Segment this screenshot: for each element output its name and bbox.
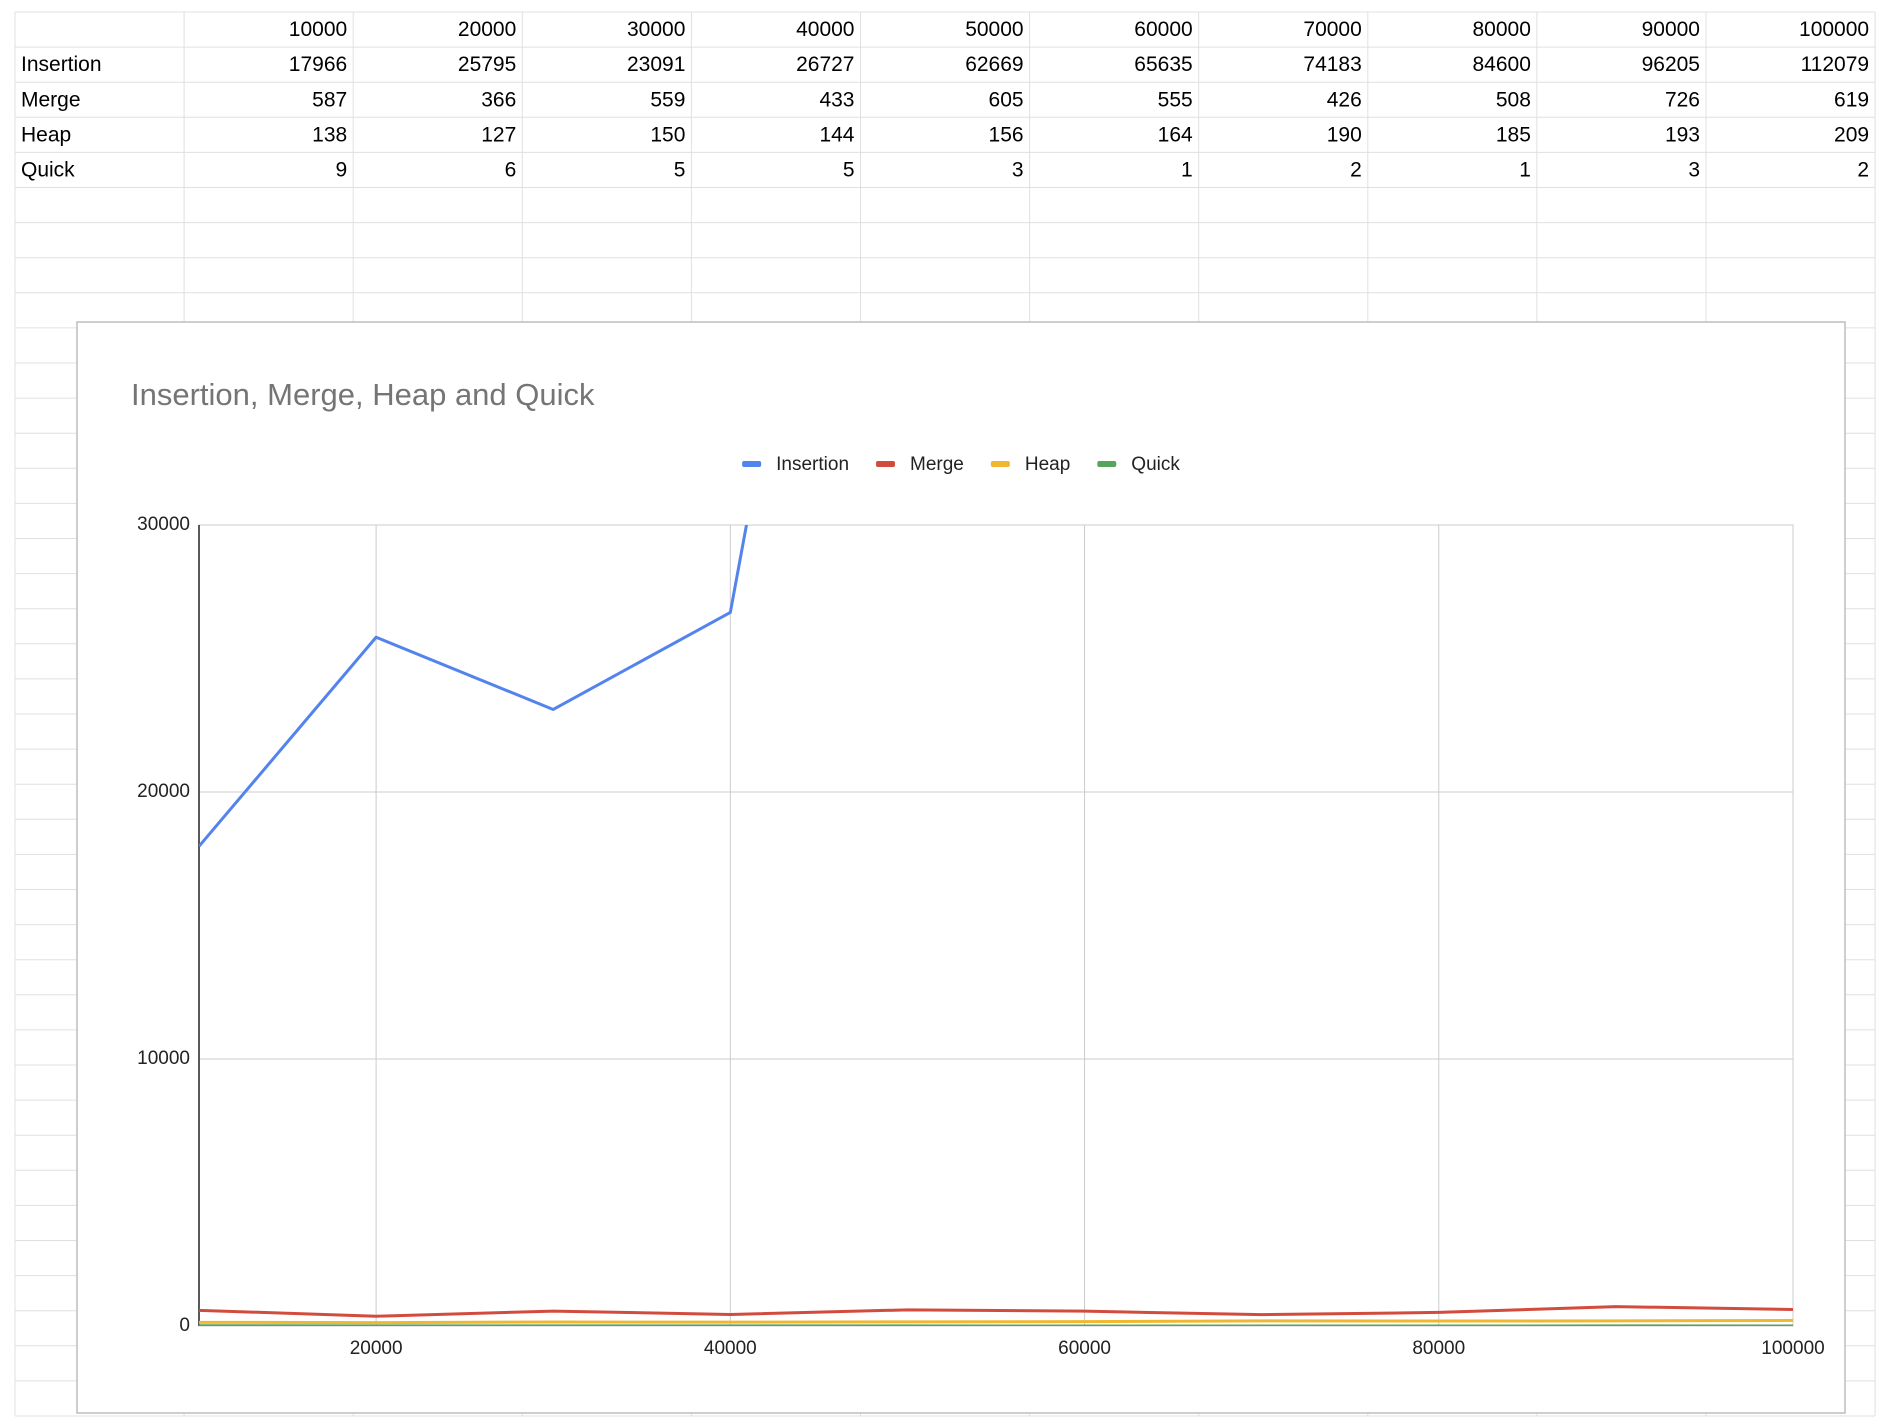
series-line	[199, 525, 748, 848]
cell: 23091	[627, 53, 685, 76]
y-tick-label: 30000	[137, 514, 190, 535]
cell: 190	[1327, 123, 1362, 146]
cell: 112079	[1801, 53, 1870, 76]
cell: 726	[1665, 88, 1700, 111]
chart: 0 10000 20000 30000 20000 40000 60000 80000 1000…	[137, 454, 1825, 1359]
cell: 150	[650, 123, 685, 146]
cell: 144	[819, 123, 854, 146]
cell: 587	[312, 88, 347, 111]
x-tick-label: 100000	[1761, 1338, 1824, 1359]
cell: 3	[1688, 158, 1700, 181]
legend-label: Merge	[910, 454, 964, 475]
legend-label: Quick	[1131, 454, 1180, 475]
x-tick-label: 60000	[1058, 1338, 1111, 1359]
cell: 185	[1496, 123, 1531, 146]
header-cell: 30000	[627, 18, 685, 41]
header-cell: 90000	[1642, 18, 1700, 41]
header-cell: 40000	[796, 18, 854, 41]
cell: 5	[843, 158, 855, 181]
header-cell: 70000	[1303, 18, 1361, 41]
legend-label: Insertion	[776, 454, 849, 475]
x-tick-label: 20000	[350, 1338, 403, 1359]
x-tick-label: 40000	[704, 1338, 757, 1359]
header-cell: 50000	[965, 18, 1023, 41]
row-label: Merge	[21, 88, 81, 111]
legend-swatch	[990, 461, 1010, 467]
cell: 9	[336, 158, 348, 181]
row-label: Quick	[21, 158, 75, 181]
header-cell: 20000	[458, 18, 516, 41]
header-cell: 100000	[1799, 18, 1869, 41]
cell: 96205	[1642, 53, 1700, 76]
cell: 5	[674, 158, 686, 181]
cell: 193	[1665, 123, 1700, 146]
legend-swatch	[742, 461, 762, 467]
legend-item: Insertion	[742, 454, 849, 475]
cell: 559	[650, 88, 685, 111]
cell: 1	[1181, 158, 1193, 181]
legend-swatch	[1097, 461, 1117, 467]
series-line	[199, 1305, 1793, 1318]
legend-item: Heap	[990, 454, 1070, 475]
row-label: Heap	[21, 123, 71, 146]
cell: 65635	[1134, 53, 1192, 76]
header-cell: 10000	[289, 18, 347, 41]
cell: 1	[1519, 158, 1531, 181]
cell: 138	[312, 123, 347, 146]
series-line	[199, 1318, 1793, 1325]
cell: 74183	[1303, 53, 1361, 76]
y-tick-label: 10000	[137, 1048, 190, 1069]
legend-item: Quick	[1097, 454, 1180, 475]
y-tick-label: 20000	[137, 781, 190, 802]
y-tick-label: 0	[179, 1315, 190, 1336]
cell: 209	[1834, 123, 1869, 146]
cell: 366	[481, 88, 516, 111]
cell: 605	[989, 88, 1024, 111]
cell: 62669	[965, 53, 1023, 76]
cell: 127	[481, 123, 516, 146]
cell: 26727	[796, 53, 854, 76]
cell: 3	[1012, 158, 1024, 181]
legend-item: Merge	[876, 454, 964, 475]
cell: 25795	[458, 53, 516, 76]
cell: 2	[1857, 158, 1869, 181]
cell: 619	[1834, 88, 1869, 111]
cell: 508	[1496, 88, 1531, 111]
chart-frame	[76, 321, 1846, 1414]
cell: 6	[505, 158, 517, 181]
cell: 555	[1158, 88, 1193, 111]
cell: 156	[989, 123, 1024, 146]
cell: 84600	[1472, 53, 1530, 76]
legend-swatch	[876, 461, 896, 467]
cell: 433	[819, 88, 854, 111]
legend-label: Heap	[1025, 454, 1070, 475]
x-tick-label: 80000	[1412, 1338, 1465, 1359]
cell: 164	[1158, 123, 1193, 146]
row-label: Insertion	[21, 53, 102, 76]
chart-title: Insertion, Merge, Heap and Quick	[131, 377, 595, 412]
header-cell: 60000	[1134, 18, 1192, 41]
cell: 2	[1350, 158, 1362, 181]
cell: 426	[1327, 88, 1362, 111]
cell: 17966	[289, 53, 347, 76]
header-cell: 80000	[1472, 18, 1530, 41]
